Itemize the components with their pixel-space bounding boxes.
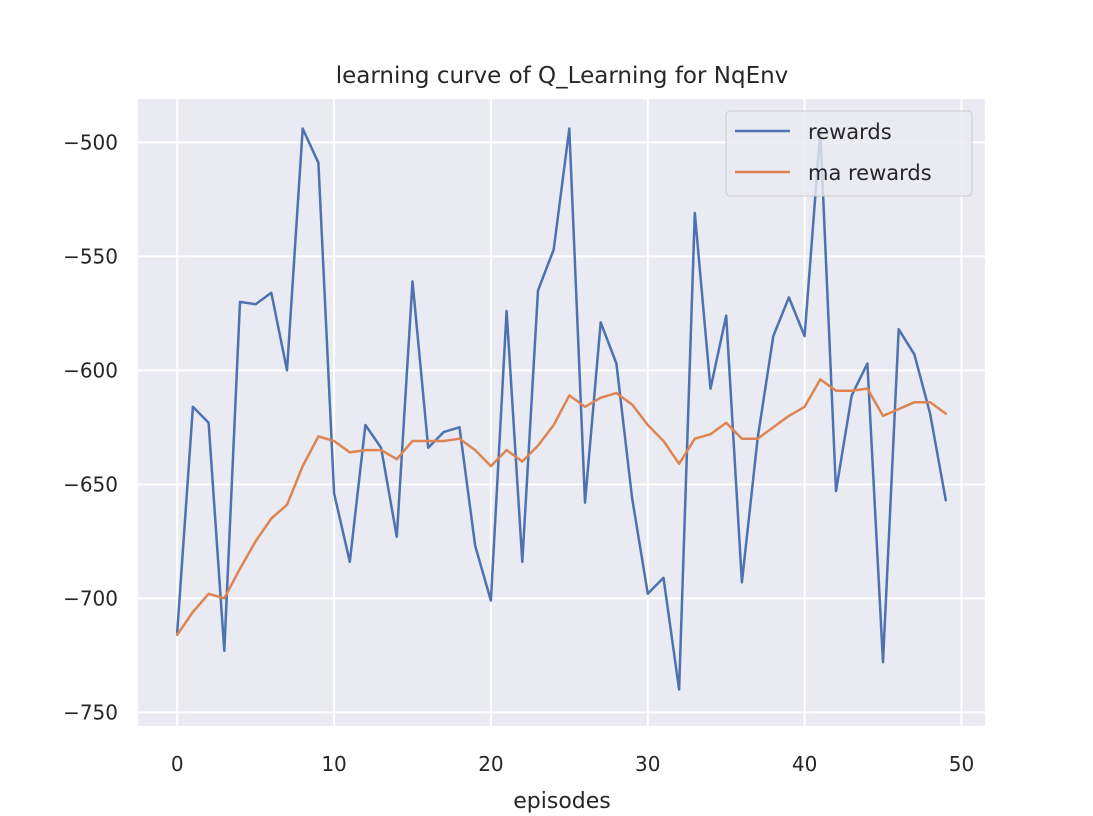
y-tick-label: −600 [63, 358, 118, 382]
x-tick-labels: 0 10 20 30 40 50 [171, 752, 974, 776]
x-tick-label: 10 [321, 752, 346, 776]
y-tick-label: −700 [63, 586, 118, 610]
y-tick-label: −550 [63, 244, 118, 268]
x-tick-label: 30 [635, 752, 660, 776]
chart-title: learning curve of Q_Learning for NqEnv [336, 63, 789, 89]
y-tick-labels: −750 −700 −650 −600 −550 −500 [63, 130, 118, 724]
x-tick-label: 20 [478, 752, 503, 776]
legend: rewards ma rewards [725, 110, 973, 197]
legend-label-ma-rewards: ma rewards [808, 161, 932, 185]
y-tick-label: −650 [63, 472, 118, 496]
x-tick-label: 50 [949, 752, 974, 776]
x-tick-label: 40 [792, 752, 817, 776]
x-axis-label: episodes [513, 789, 611, 814]
legend-label-rewards: rewards [808, 120, 892, 144]
x-tick-label: 0 [171, 752, 184, 776]
y-tick-label: −500 [63, 130, 118, 154]
y-tick-label: −750 [63, 700, 118, 724]
series-line-ma-rewards [175, 378, 948, 637]
grid [138, 99, 985, 726]
